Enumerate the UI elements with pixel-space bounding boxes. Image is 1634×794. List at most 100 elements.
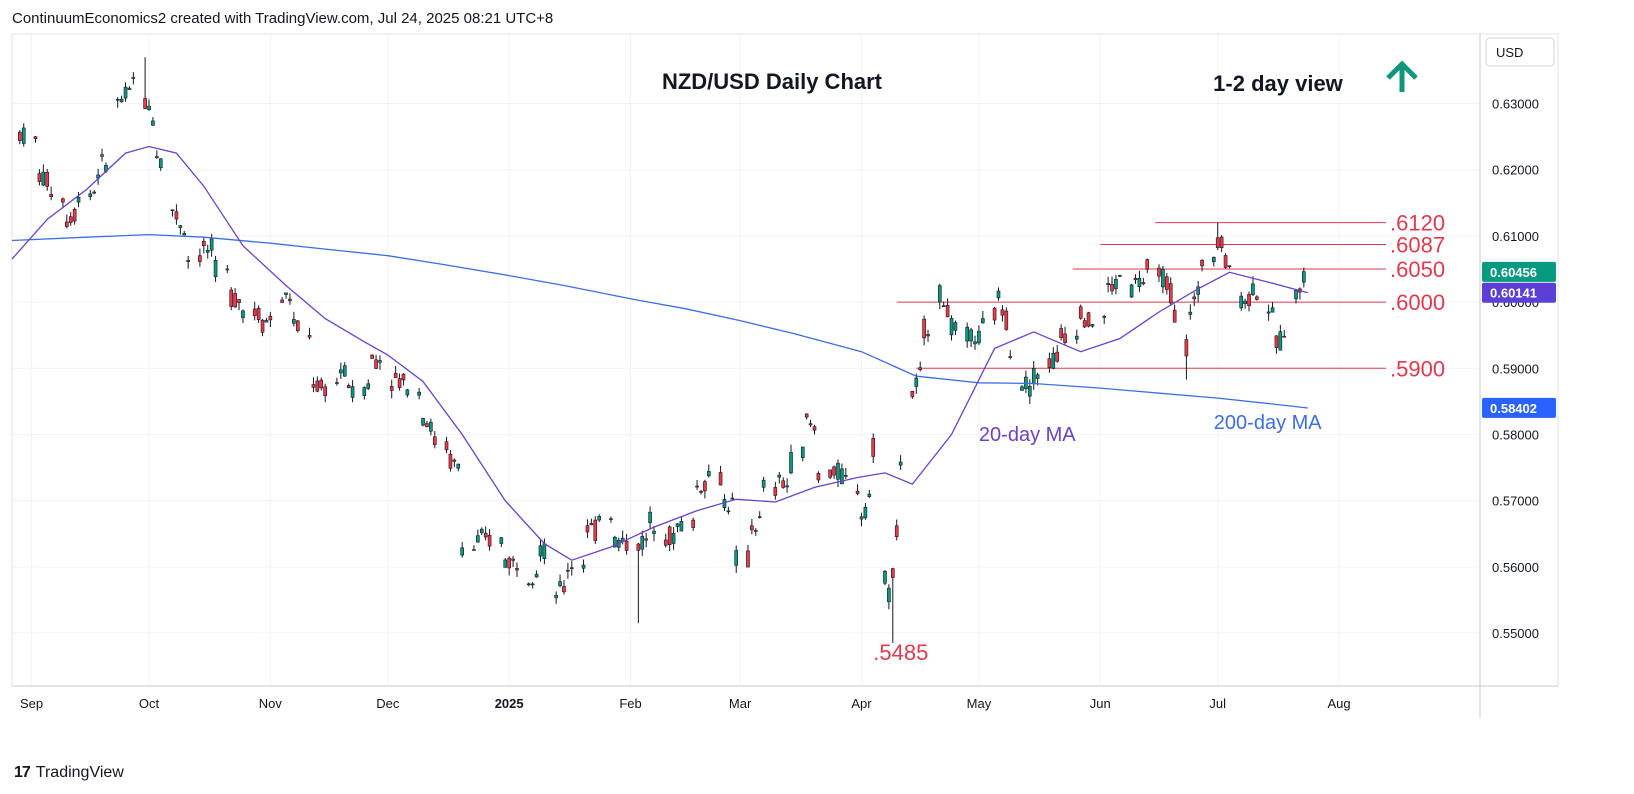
candle [1020,385,1024,391]
candle [871,433,876,464]
candle [389,379,394,399]
candle-body-down [718,472,723,486]
candle-body-down [315,380,320,392]
candle [1133,274,1138,284]
candle-body-up [1270,307,1275,313]
candle-body-down [585,525,590,533]
candle-body-down [804,413,809,418]
candle [538,540,543,562]
candle-body-up [883,570,887,584]
candle [432,430,437,449]
candle-body-down [644,538,648,541]
candle-body-up [977,330,981,344]
candle-body-down [1106,283,1110,285]
candle-body-up [1243,300,1247,304]
candle [456,463,461,472]
y-tick-label: 0.57000 [1492,494,1539,509]
candle [844,468,848,480]
level-label: .6000 [1390,290,1445,315]
candle [652,526,656,542]
candle-body-down [1082,320,1087,328]
candle-body-down [1063,333,1067,343]
candle-body-down [910,390,915,398]
price-tag [1482,282,1556,303]
candle [503,557,508,568]
candle-body-down [1145,259,1150,270]
candle [1247,291,1251,312]
candle [1145,258,1150,274]
candle-body-down [663,539,668,546]
candle [18,130,22,145]
candle-body-up [499,537,504,544]
candle-body-up [534,573,539,578]
candle [898,455,903,470]
candle [460,542,464,558]
chart-grid [12,34,1480,686]
candle [151,117,155,126]
candle-body-down [945,305,950,318]
candle-body-down [268,315,273,321]
candle [530,582,535,589]
candle-body-down [1247,294,1251,307]
candle-body-up [1137,277,1142,287]
candle-body-up [789,452,793,474]
candle-body-up [1031,367,1036,385]
candle [667,525,672,552]
ma-200-label: 200-day MA [1214,412,1322,434]
candle [487,528,492,551]
candle-body-down [926,334,930,337]
candle-body-down [295,320,300,332]
candle [812,424,817,435]
candle-body-up [538,545,543,557]
y-tick-label: 0.55000 [1492,626,1539,641]
candle [734,545,739,573]
candle [1168,277,1173,306]
candle [981,311,985,324]
candle-body-up [953,322,958,331]
candle-body-down [68,216,73,223]
price-tag [1482,261,1556,282]
candle [205,244,210,259]
candle-body-down [483,532,488,538]
candle-body-up [456,463,461,469]
tradingview-branding[interactable]: 17 TradingView [14,764,124,782]
candle-body-down [237,299,241,303]
x-tick-label: Mar [729,696,752,711]
candle-body-up [119,98,124,103]
candle-body-down [1274,335,1279,348]
candle-body-up [542,543,547,559]
candle [992,306,997,325]
candle-body-up [981,318,985,324]
candle-body-up [1294,290,1298,300]
price-tag [1482,397,1556,418]
candle-body-up [1020,386,1024,391]
candle-body-down [1004,310,1009,330]
candle-body-down [1227,265,1232,268]
candle-body-up [342,365,347,377]
candle-body-up [1266,311,1271,314]
tradingview-brand-name: TradingView [35,764,124,781]
chart-attribution: ContinuumEconomics2 created with Trading… [12,10,554,27]
candle [1118,274,1122,278]
candle [198,248,202,267]
candle-body-up [1239,295,1244,309]
candle-body-down [1078,306,1083,319]
candle-body-down [370,354,374,359]
candle-body-up [566,569,570,572]
chart-frame [11,33,1559,687]
candle [452,458,457,468]
candle-body-down [335,382,339,384]
candle-body-up [898,461,903,466]
candle-body-up [530,583,535,586]
candle [350,380,355,403]
candle [789,444,793,475]
candle-body-up [1212,256,1216,262]
candle [648,506,652,529]
candle [511,555,515,568]
x-tick-label: May [967,696,992,711]
candle [1200,259,1204,272]
candle-body-up [613,536,617,548]
candle [213,255,218,282]
level-label: .6050 [1390,257,1445,282]
